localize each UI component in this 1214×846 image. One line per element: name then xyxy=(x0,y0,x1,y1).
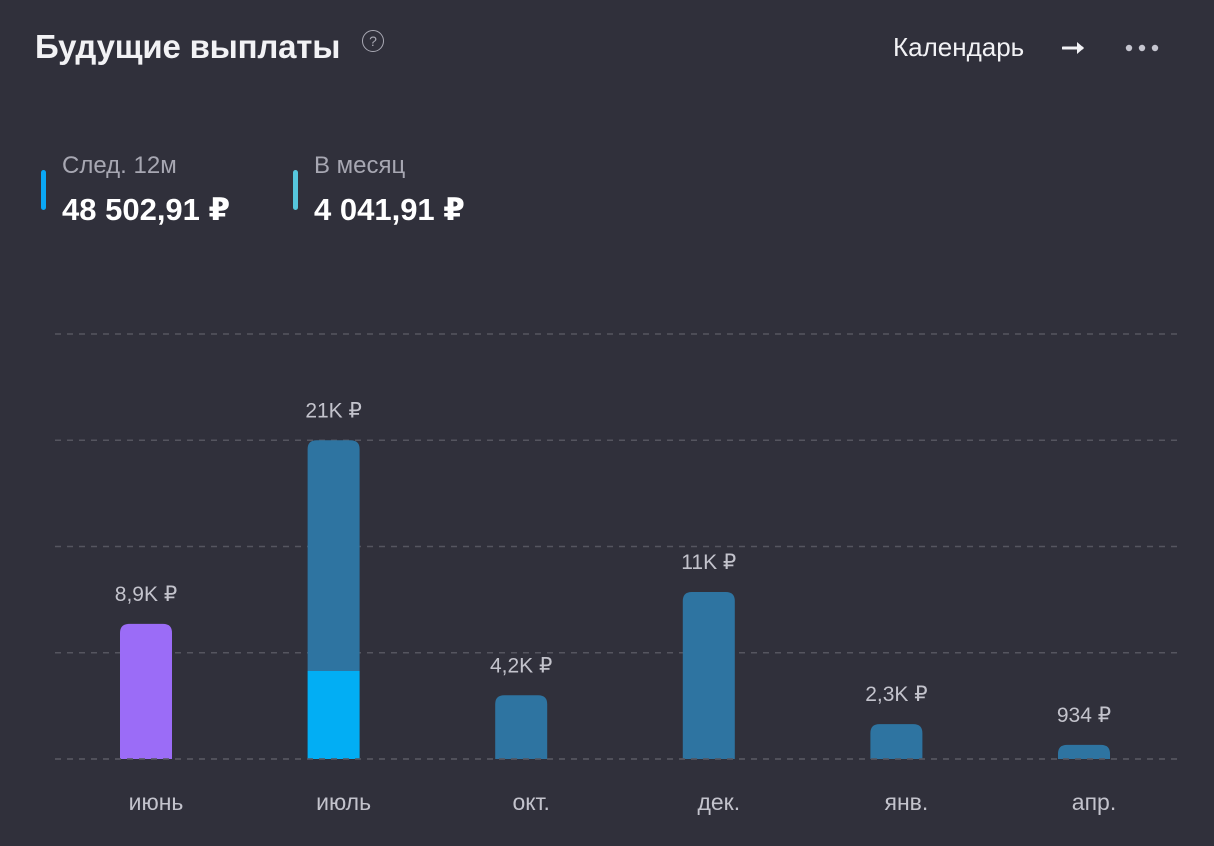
more-horizontal-icon[interactable] xyxy=(1124,42,1160,54)
arrow-right-icon[interactable] xyxy=(1062,39,1088,57)
bar-segment xyxy=(307,440,360,671)
widget-title: Будущие выплаты xyxy=(35,28,341,65)
stat-value: 4 041,91 ₽ xyxy=(314,192,465,227)
bar-segment xyxy=(495,695,548,759)
x-tick-label: окт. xyxy=(512,789,550,815)
bar-segment xyxy=(307,670,360,759)
stat-marker xyxy=(41,170,46,210)
bar-segment xyxy=(682,592,735,759)
x-tick-label: дек. xyxy=(697,789,740,815)
bar-value-label: 2,3K ₽ xyxy=(865,683,927,706)
bar-segment xyxy=(870,724,923,759)
bar-value-label: 8,9K ₽ xyxy=(115,583,177,606)
bar-value-label: 4,2K ₽ xyxy=(490,654,552,677)
bar-value-label: 21K ₽ xyxy=(305,399,362,422)
bar-value-label: 934 ₽ xyxy=(1057,704,1111,727)
x-tick-label: июль xyxy=(316,789,371,815)
stat-label: След. 12м xyxy=(62,152,177,179)
help-icon[interactable]: ? xyxy=(362,30,384,52)
bar-value-label: 11K ₽ xyxy=(681,551,736,574)
x-tick-label: янв. xyxy=(885,789,929,815)
stat-marker xyxy=(293,170,298,210)
calendar-link[interactable]: Календарь xyxy=(893,32,1025,62)
bar-segment xyxy=(1058,744,1110,759)
bar-segment xyxy=(120,623,172,759)
x-tick-label: апр. xyxy=(1072,789,1116,815)
stat-label: В месяц xyxy=(314,152,406,179)
stat-value: 48 502,91 ₽ xyxy=(62,192,231,227)
x-tick-label: июнь xyxy=(129,789,184,815)
